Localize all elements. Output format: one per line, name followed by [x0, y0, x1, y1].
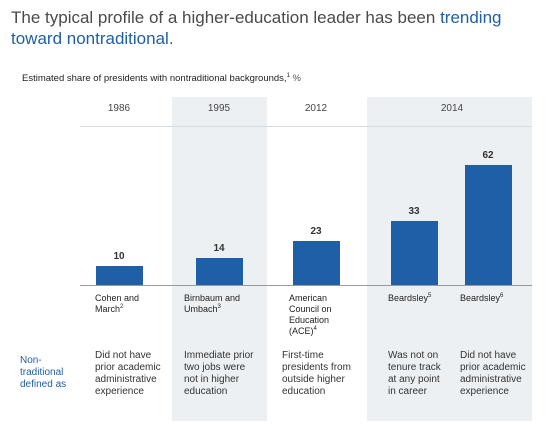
source-label-line: American — [289, 293, 328, 303]
source-label-line: Cohen and — [95, 293, 140, 303]
source-label-line: Umbach3 — [184, 304, 221, 314]
definition-line: prior academic — [95, 362, 161, 373]
definition-line: experience — [460, 386, 509, 397]
source-label-line: March2 — [95, 304, 124, 314]
chart-subtitle-footnote: 1 — [286, 73, 290, 79]
definition-text: Did not have prior academic administrative… — [460, 350, 550, 398]
definition-line: at any point — [388, 374, 440, 385]
header-divider — [80, 126, 532, 127]
source-footnote: 2 — [120, 304, 124, 310]
bar-source-label: Beardsley5 — [388, 293, 478, 304]
definition-text: Was not on tenure track at any point in car… — [388, 350, 478, 398]
definition-text: Immediate prior two jobs were not in highe… — [184, 350, 274, 398]
definition-line: two jobs were — [184, 362, 246, 373]
bar-value-label: 14 — [213, 242, 225, 254]
bar-source-label: Birnbaum and Umbach3 — [184, 293, 274, 315]
definition-line: in career — [388, 386, 427, 397]
chart-bar — [292, 240, 340, 285]
bar-source-label: American Council on Education (ACE)4 — [289, 293, 379, 337]
bar-value-label: 10 — [113, 250, 125, 262]
definition-line: administrative — [460, 374, 522, 385]
source-label-line: Beardsley5 — [388, 293, 432, 303]
chart-title: The typical profile of a higher-educatio… — [11, 7, 551, 49]
definition-text: Did not have prior academic administrative… — [95, 350, 185, 398]
definition-text: First-time presidents from outside higher e… — [282, 350, 372, 398]
definition-line: experience — [95, 386, 144, 397]
source-label-line: Education — [289, 315, 330, 325]
bar-source-label: Cohen and March2 — [95, 293, 185, 315]
definition-line: First-time — [282, 350, 324, 361]
year-label-1986: 1986 — [107, 103, 131, 114]
definition-line: education — [184, 386, 228, 397]
source-label-line: Beardsley6 — [460, 293, 504, 303]
source-footnote: 4 — [313, 326, 317, 332]
definition-line: Did not have — [95, 350, 152, 361]
bar-value-label: 23 — [310, 225, 322, 237]
definition-line: Did not have — [460, 350, 517, 361]
bar-source-label: Beardsley6 — [460, 293, 550, 304]
chart-subtitle-text: Estimated share of presidents with nontr… — [22, 73, 287, 85]
row-label-line: traditional — [20, 367, 64, 378]
chart-subtitle-unit: % — [289, 73, 302, 85]
chart-title-highlight: trending toward nontraditional. — [11, 8, 502, 48]
source-label-line: Council on — [289, 304, 332, 314]
definition-line: education — [282, 386, 326, 397]
year-label-2012: 2012 — [304, 103, 328, 114]
bar-value-label: 62 — [482, 150, 494, 162]
source-footnote: 5 — [428, 293, 432, 299]
chart-bar — [464, 165, 512, 285]
chart-bar — [195, 257, 243, 285]
bar-value-label: 33 — [408, 206, 420, 218]
definition-line: presidents from — [282, 362, 351, 373]
definition-line: outside higher — [282, 374, 345, 385]
row-label-line: defined as — [20, 379, 67, 390]
year-label-2014: 2014 — [440, 103, 464, 114]
source-footnote: 6 — [500, 293, 504, 299]
definition-line: administrative — [95, 374, 157, 385]
chart-title-part1: The typical profile of a higher-educatio… — [11, 8, 441, 27]
source-label-line: (ACE)4 — [289, 326, 317, 336]
definition-line: tenure track — [388, 362, 441, 373]
source-footnote: 3 — [217, 304, 221, 310]
row-label-line: Non- — [20, 355, 42, 366]
chart-bar — [390, 221, 438, 285]
definition-line: prior academic — [460, 362, 526, 373]
source-label-line: Birnbaum and — [184, 293, 241, 303]
chart-baseline — [80, 285, 532, 286]
year-label-1995: 1995 — [207, 103, 231, 114]
row-label-nontraditional: Non- traditional defined as — [20, 355, 80, 391]
definition-line: Immediate prior — [184, 350, 254, 361]
chart-subtitle: Estimated share of presidents with nontr… — [22, 73, 301, 84]
definition-line: not in higher — [184, 374, 240, 385]
chart-bar — [95, 265, 143, 285]
definition-line: Was not on — [388, 350, 439, 361]
